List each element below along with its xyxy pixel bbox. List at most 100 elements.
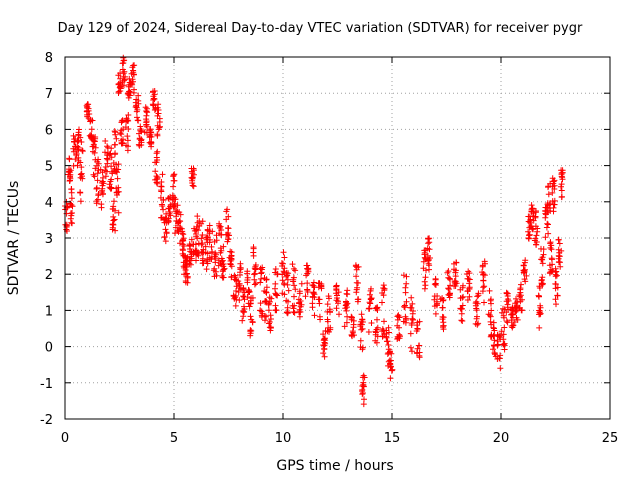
data-point <box>262 317 268 324</box>
data-point <box>549 175 556 182</box>
data-point <box>426 266 432 273</box>
data-point <box>159 171 166 178</box>
data-point <box>481 272 488 279</box>
data-point <box>235 278 242 285</box>
data-point <box>350 324 357 331</box>
data-point <box>172 230 178 237</box>
data-point <box>486 287 493 294</box>
data-point <box>119 66 126 73</box>
data-point <box>559 169 566 176</box>
data-point <box>123 142 130 149</box>
data-point <box>439 316 446 323</box>
data-point <box>156 119 163 125</box>
data-point <box>425 236 432 242</box>
data-point <box>184 273 191 280</box>
data-point <box>344 291 351 298</box>
data-point <box>68 212 75 219</box>
data-point <box>181 243 187 249</box>
data-point <box>131 71 137 78</box>
data-point <box>357 323 364 330</box>
data-point <box>158 214 164 221</box>
data-point <box>266 298 273 305</box>
data-point <box>232 302 239 309</box>
data-point <box>290 274 297 281</box>
data-point <box>500 312 507 319</box>
data-point <box>285 270 292 277</box>
data-point <box>532 223 539 230</box>
data-point <box>246 288 253 295</box>
chart-title: Day 129 of 2024, Sidereal Day-to-day VTE… <box>58 21 583 36</box>
data-point <box>550 178 557 185</box>
data-point <box>517 286 524 293</box>
data-point <box>320 331 327 338</box>
data-point <box>513 307 519 314</box>
data-point <box>250 244 257 251</box>
data-point <box>106 151 113 158</box>
data-point <box>440 326 447 333</box>
data-point <box>135 141 142 148</box>
data-point <box>556 258 562 265</box>
data-point <box>73 150 80 157</box>
data-point <box>110 160 117 166</box>
data-point <box>170 183 177 190</box>
data-point <box>415 342 422 349</box>
data-point <box>98 201 105 208</box>
data-point <box>265 307 272 314</box>
data-point <box>367 295 374 302</box>
data-point <box>538 245 544 252</box>
data-point <box>108 163 115 170</box>
data-point <box>458 306 465 313</box>
data-point <box>125 112 132 118</box>
data-point <box>261 288 268 294</box>
data-point <box>133 108 140 115</box>
data-point <box>494 342 501 349</box>
data-point <box>488 307 495 314</box>
data-point <box>188 236 195 243</box>
data-point <box>171 202 178 208</box>
data-point <box>99 178 106 185</box>
data-point <box>77 189 84 196</box>
data-point <box>103 168 110 175</box>
data-point <box>542 234 549 241</box>
data-point <box>481 283 488 290</box>
data-point <box>194 213 201 220</box>
data-point <box>557 263 564 270</box>
data-point <box>305 266 312 273</box>
data-point <box>552 281 559 288</box>
data-point <box>179 247 186 254</box>
data-point <box>160 206 167 213</box>
data-point <box>385 324 392 331</box>
data-point <box>257 300 264 307</box>
data-point <box>239 317 246 324</box>
data-point <box>284 309 290 316</box>
data-point <box>292 286 299 293</box>
data-point <box>115 161 122 168</box>
data-point <box>452 280 459 287</box>
data-point <box>480 284 487 291</box>
data-point <box>221 265 228 272</box>
data-point <box>102 164 109 170</box>
data-point <box>283 273 290 280</box>
data-point <box>167 212 174 219</box>
data-point <box>247 300 254 307</box>
data-point <box>285 287 292 294</box>
data-point <box>490 324 497 331</box>
data-point <box>368 320 375 326</box>
data-point <box>95 156 102 163</box>
data-point <box>466 270 473 277</box>
data-point <box>188 253 195 260</box>
data-point <box>273 307 280 314</box>
data-point <box>389 366 396 373</box>
data-point <box>104 143 111 150</box>
data-point <box>521 276 528 283</box>
data-point <box>552 296 559 303</box>
y-tick-label: 0 <box>45 341 53 356</box>
data-point <box>263 313 270 320</box>
data-point <box>263 276 270 283</box>
data-point <box>546 262 553 269</box>
data-point <box>165 219 172 226</box>
data-point <box>374 316 380 323</box>
data-point <box>303 272 310 279</box>
